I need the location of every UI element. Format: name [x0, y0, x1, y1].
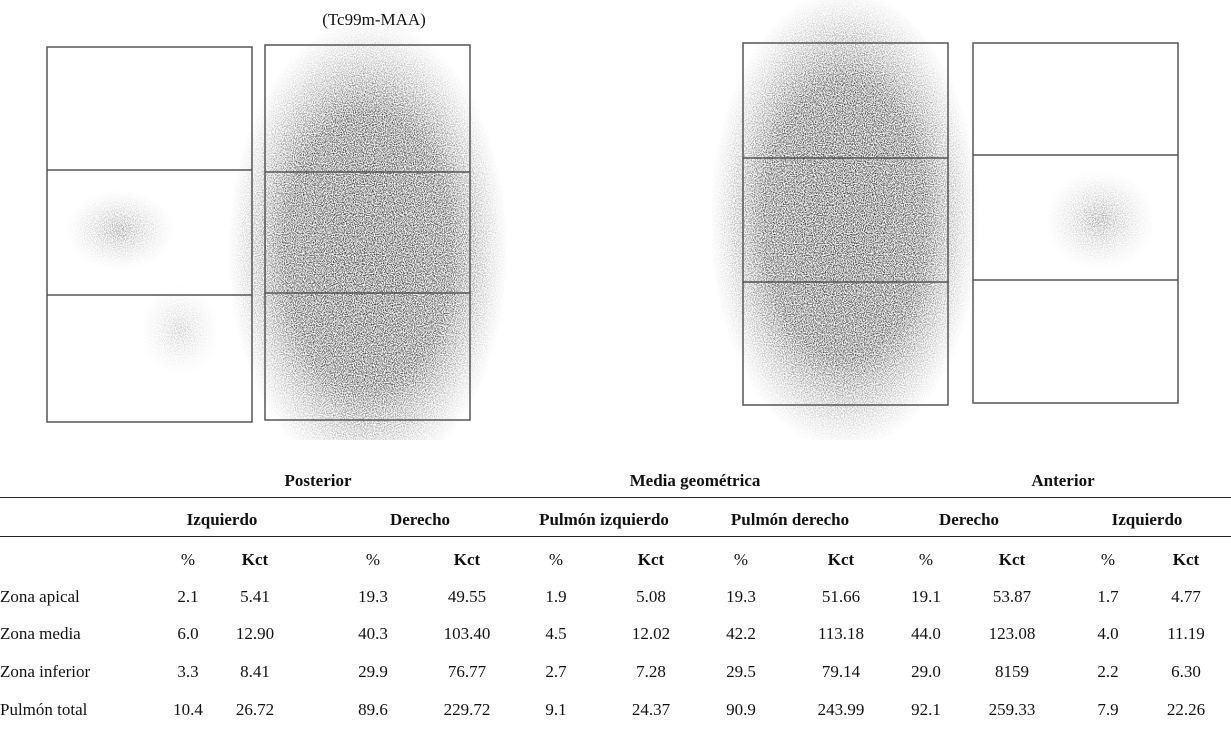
cell: 92.1: [911, 700, 941, 719]
cell: 79.14: [821, 662, 861, 681]
cell: 103.40: [443, 624, 491, 643]
cell: 2.7: [545, 662, 567, 681]
cell: 40.3: [358, 624, 388, 643]
cell: 6.0: [177, 624, 199, 643]
cell: 53.87: [992, 587, 1032, 606]
scintigraphy-images: [46, 0, 1179, 440]
group-header: Posterior: [284, 471, 352, 490]
rule: [0, 497, 1231, 498]
subgroup-header: Izquierdo: [1111, 510, 1183, 529]
subgroup-header: Izquierdo: [186, 510, 258, 529]
cell: 4.5: [545, 624, 567, 643]
cell: 76.77: [447, 662, 487, 681]
cell: 89.6: [358, 700, 388, 719]
row-label: Zona apical: [0, 587, 80, 606]
unit-header: %: [918, 550, 934, 569]
cell: 5.08: [636, 587, 666, 606]
cell: 6.30: [1171, 662, 1201, 681]
cell: 44.0: [911, 624, 941, 643]
cell: 19.1: [911, 587, 941, 606]
unit-header: %: [733, 550, 749, 569]
cell: 24.37: [631, 700, 671, 719]
unit-header: Kct: [827, 550, 855, 569]
cell: 29.9: [358, 662, 388, 681]
unit-header: Kct: [453, 550, 481, 569]
row-label: Pulmón total: [0, 700, 88, 719]
cell: 4.0: [1097, 624, 1119, 643]
unit-header: Kct: [998, 550, 1026, 569]
cell: 7.9: [1097, 700, 1119, 719]
unit-header: Kct: [241, 550, 269, 569]
cell: 29.5: [726, 662, 756, 681]
cell: 113.18: [817, 624, 865, 643]
unit-header: Kct: [1172, 550, 1200, 569]
cell: 42.2: [726, 624, 756, 643]
cell: 51.66: [821, 587, 861, 606]
cell: 9.1: [545, 700, 567, 719]
cell: 11.19: [1167, 624, 1205, 643]
unit-header: %: [365, 550, 381, 569]
row-label: Zona media: [0, 624, 81, 643]
cell: 1.7: [1097, 587, 1119, 606]
cell: 49.55: [447, 587, 487, 606]
cell: 19.3: [726, 587, 756, 606]
cell: 7.28: [636, 662, 666, 681]
subgroup-header: Derecho: [389, 510, 451, 529]
cell: 1.9: [545, 587, 567, 606]
cell: 90.9: [726, 700, 756, 719]
cell: 8.41: [240, 662, 270, 681]
cell: 10.4: [173, 700, 203, 719]
unit-header: %: [180, 550, 196, 569]
caption: (Tc99m-MAA): [322, 10, 426, 29]
cell: 26.72: [235, 700, 275, 719]
cell: 22.26: [1166, 700, 1206, 719]
cell: 3.3: [177, 662, 199, 681]
subgroup-header: Pulmón derecho: [730, 510, 850, 529]
cell: 12.90: [235, 624, 275, 643]
unit-header: Kct: [637, 550, 665, 569]
cell: 29.0: [911, 662, 941, 681]
group-header: Media geométrica: [629, 471, 761, 490]
cell: 123.08: [988, 624, 1036, 643]
subgroup-header: Derecho: [938, 510, 1000, 529]
cell: 19.3: [358, 587, 388, 606]
cell: 8159: [995, 662, 1029, 681]
unit-header: %: [1100, 550, 1116, 569]
cell: 2.2: [1097, 662, 1119, 681]
row-label: Zona inferior: [0, 662, 91, 681]
cell: 4.77: [1171, 587, 1201, 606]
unit-header: %: [548, 550, 564, 569]
cell: 5.41: [240, 587, 270, 606]
cell: 12.02: [631, 624, 671, 643]
subgroup-header: Pulmón izquierdo: [539, 510, 669, 529]
group-header: Anterior: [1031, 471, 1095, 490]
cell: 259.33: [988, 700, 1036, 719]
cell: 229.72: [443, 700, 491, 719]
cell: 2.1: [177, 587, 199, 606]
cell: 243.99: [817, 700, 865, 719]
rule: [0, 536, 1231, 537]
